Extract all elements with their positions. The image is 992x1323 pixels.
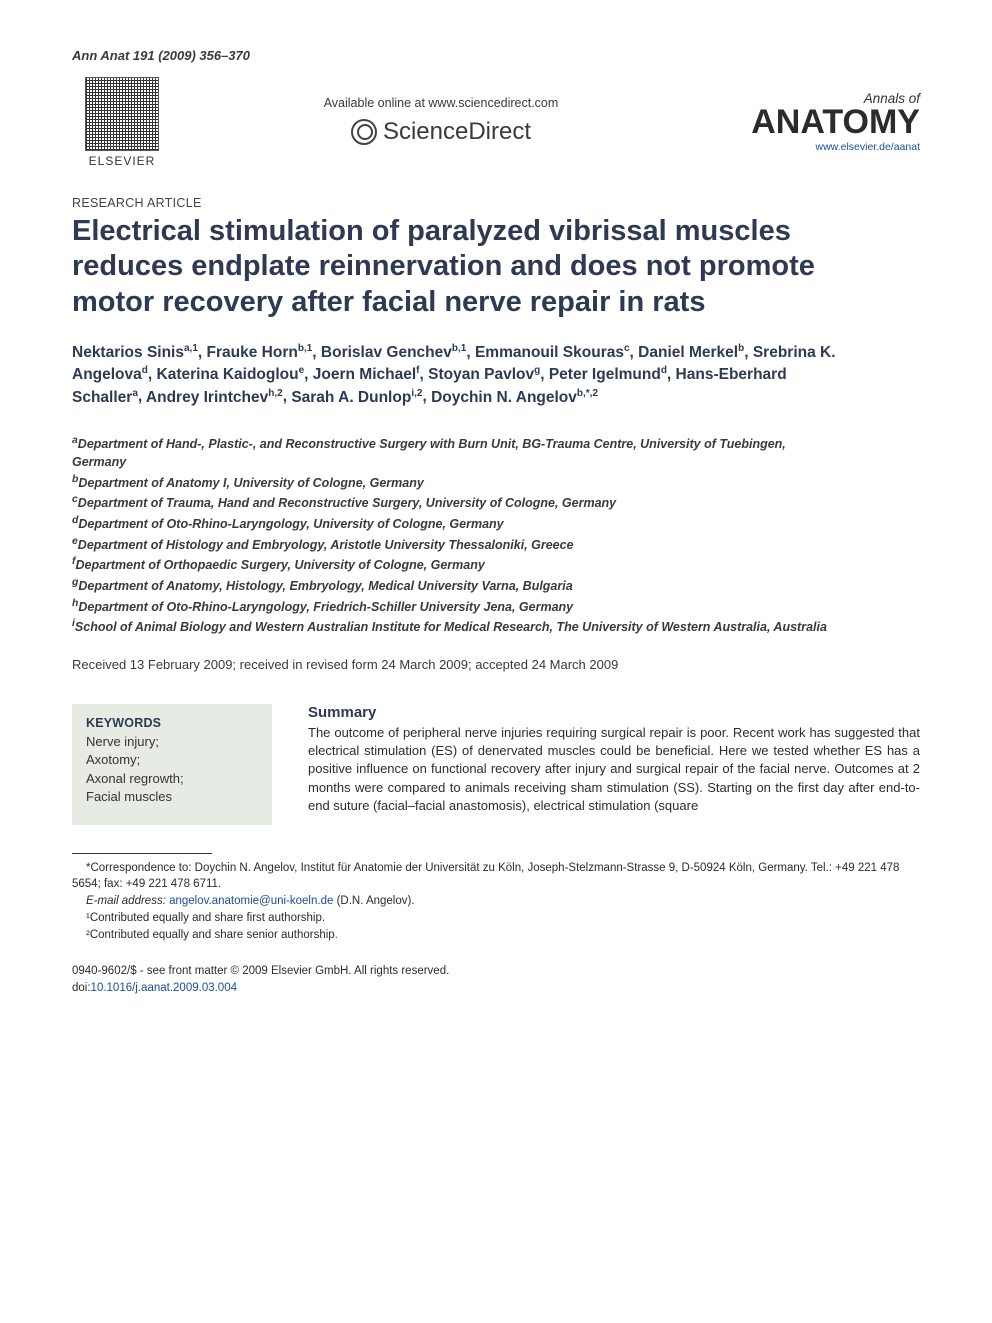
running-head: Ann Anat 191 (2009) 356–370 [72, 48, 920, 63]
elsevier-logo-block: ELSEVIER [72, 77, 172, 168]
keywords-list: Nerve injury;Axotomy;Axonal regrowth;Fac… [86, 733, 258, 807]
author: Peter Igelmundd [549, 366, 667, 383]
email-paren: (D.N. Angelov). [337, 895, 415, 907]
keywords-heading: KEYWORDS [86, 716, 258, 730]
author: Emmanouil Skourasc [475, 344, 630, 361]
doi-line: doi:10.1016/j.aanat.2009.03.004 [72, 980, 920, 997]
authors-list: Nektarios Sinisa,1, Frauke Hornb,1, Bori… [72, 342, 852, 408]
sciencedirect-text: ScienceDirect [383, 118, 531, 146]
authorship-note-2: ²Contributed equally and share senior au… [72, 927, 920, 944]
journal-title-block: Annals of ANATOMY www.elsevier.de/aanat [710, 92, 920, 154]
doi-link[interactable]: 10.1016/j.aanat.2009.03.004 [91, 982, 237, 994]
author: Nektarios Sinisa,1 [72, 344, 198, 361]
keyword-item: Axotomy; [86, 751, 258, 769]
doi-prefix: doi: [72, 982, 91, 994]
author: Doychin N. Angelovb,*,2 [431, 389, 598, 406]
author: Katerina Kaidogloue [157, 366, 305, 383]
affiliation: eDepartment of Histology and Embryology,… [72, 534, 832, 555]
email-label: E-mail address: [86, 895, 166, 907]
affiliation: aDepartment of Hand-, Plastic-, and Reco… [72, 433, 832, 472]
authorship-note-1: ¹Contributed equally and share first aut… [72, 910, 920, 927]
author: Frauke Hornb,1 [207, 344, 313, 361]
footnotes-block: *Correspondence to: Doychin N. Angelov, … [72, 860, 920, 943]
availability-block: Available online at www.sciencedirect.co… [172, 96, 710, 150]
correspondence-email[interactable]: angelov.anatomie@uni-koeln.de [169, 895, 333, 907]
elsevier-tree-icon [85, 77, 159, 151]
author: Borislav Genchevb,1 [321, 344, 466, 361]
affiliation: hDepartment of Oto-Rhino-Laryngology, Fr… [72, 596, 832, 617]
keywords-summary-row: KEYWORDS Nerve injury;Axotomy;Axonal reg… [72, 704, 920, 825]
journal-title: ANATOMY [710, 105, 920, 139]
affiliation: fDepartment of Orthopaedic Surgery, Univ… [72, 554, 832, 575]
article-dates: Received 13 February 2009; received in r… [72, 657, 920, 672]
sciencedirect-swirl-icon [351, 119, 377, 145]
article-type-label: RESEARCH ARTICLE [72, 196, 920, 210]
elsevier-label: ELSEVIER [89, 154, 156, 168]
author: Andrey Irintchevh,2 [146, 389, 283, 406]
author: Daniel Merkelb [638, 344, 744, 361]
keyword-item: Facial muscles [86, 788, 258, 806]
journal-url[interactable]: www.elsevier.de/aanat [710, 141, 920, 153]
publisher-header: ELSEVIER Available online at www.science… [72, 77, 920, 168]
affiliation: bDepartment of Anatomy I, University of … [72, 472, 832, 493]
affiliations-list: aDepartment of Hand-, Plastic-, and Reco… [72, 433, 832, 637]
email-line: E-mail address: angelov.anatomie@uni-koe… [72, 893, 920, 910]
copyright-block: 0940-9602/$ - see front matter © 2009 El… [72, 963, 920, 996]
correspondence-note: *Correspondence to: Doychin N. Angelov, … [72, 860, 920, 893]
affiliation: dDepartment of Oto-Rhino-Laryngology, Un… [72, 513, 832, 534]
author: Sarah A. Dunlopi,2 [291, 389, 422, 406]
summary-heading: Summary [308, 704, 920, 721]
available-online-text: Available online at www.sciencedirect.co… [172, 96, 710, 110]
author: Stoyan Pavlovg [428, 366, 540, 383]
author: Joern Michaelf [313, 366, 420, 383]
affiliation: gDepartment of Anatomy, Histology, Embry… [72, 575, 832, 596]
sciencedirect-logo: ScienceDirect [351, 118, 531, 146]
affiliation: cDepartment of Trauma, Hand and Reconstr… [72, 492, 832, 513]
keyword-item: Nerve injury; [86, 733, 258, 751]
footnote-divider [72, 853, 212, 854]
affiliation: iSchool of Animal Biology and Western Au… [72, 616, 832, 637]
summary-text: The outcome of peripheral nerve injuries… [308, 724, 920, 815]
issn-copyright-line: 0940-9602/$ - see front matter © 2009 El… [72, 963, 920, 980]
summary-column: Summary The outcome of peripheral nerve … [308, 704, 920, 825]
keyword-item: Axonal regrowth; [86, 770, 258, 788]
keywords-box: KEYWORDS Nerve injury;Axotomy;Axonal reg… [72, 704, 272, 825]
article-title: Electrical stimulation of paralyzed vibr… [72, 214, 832, 320]
